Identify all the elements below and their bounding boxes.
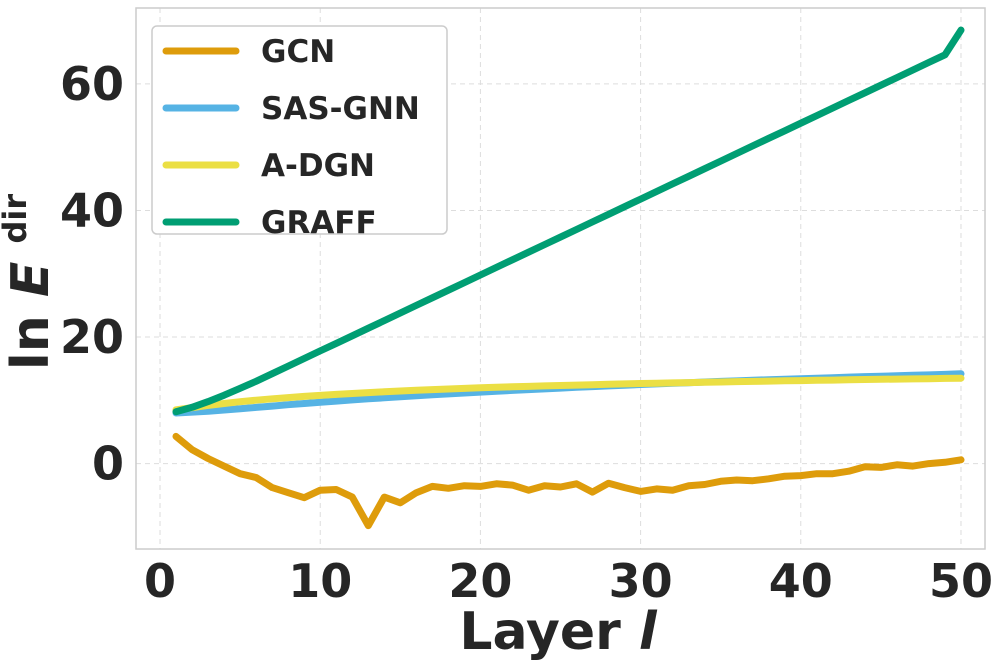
plot-frame <box>135 7 986 550</box>
x-axis-label-variable: l <box>639 602 658 662</box>
x-tick-label: 50 <box>929 554 993 608</box>
x-axis-label-text: Layer <box>459 602 621 662</box>
legend: GCN SAS-GNN A-DGN GRAFF <box>151 25 448 241</box>
x-tick-label: 20 <box>448 554 512 608</box>
y-axis-label-variable: E <box>1 262 61 298</box>
y-axis-label-superscript: dir <box>0 194 34 244</box>
y-tick-label: 40 <box>60 183 124 237</box>
x-tick-label: 40 <box>769 554 833 608</box>
series-line-gcn <box>172 432 965 530</box>
legend-label-a-dgn: A-DGN <box>261 148 375 184</box>
legend-label-graff: GRAFF <box>261 205 377 241</box>
legend-box <box>151 25 448 235</box>
y-axis-label: ln E dir <box>0 194 61 370</box>
x-tick-label: 10 <box>288 554 352 608</box>
legend-label-gcn: GCN <box>261 34 335 70</box>
legend-label-sas-gnn: SAS-GNN <box>261 91 420 127</box>
x-axis-label: Layer l <box>459 602 658 662</box>
y-tick-label: 20 <box>60 310 124 364</box>
x-tick-label: 30 <box>609 554 673 608</box>
series-line-a-dgn <box>172 374 965 414</box>
x-tick-labels: 0 10 20 30 40 50 <box>144 554 993 608</box>
y-tick-label: 0 <box>92 437 124 491</box>
x-tick-label: 0 <box>144 554 176 608</box>
y-axis-label-text: ln <box>1 315 61 370</box>
series-lines <box>172 26 965 530</box>
series-line-graff <box>172 26 965 416</box>
y-tick-labels: 0 20 40 60 <box>60 57 124 491</box>
y-tick-label: 60 <box>60 57 124 111</box>
